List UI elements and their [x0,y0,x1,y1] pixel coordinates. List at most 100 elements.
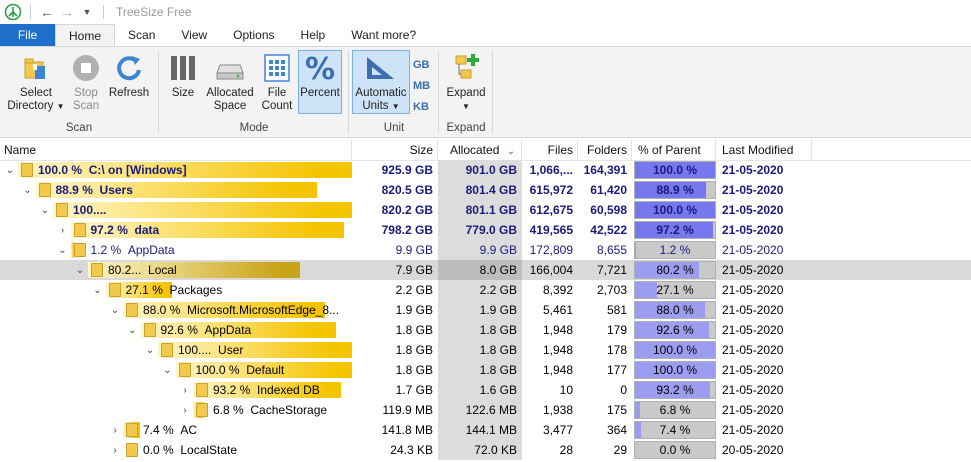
row-last-modified: 21-05-2020 [722,303,784,317]
automatic-units-label-2: Units ▼ [362,100,399,113]
column-header-folders[interactable]: Folders [578,139,632,161]
chevron-down-icon[interactable]: ⌄ [163,364,172,376]
tree-row[interactable]: ⌄ 92.6 % AppData 1.8 GB 1.8 GB 1,948 179 92.6 … [0,320,971,340]
row-size: 141.8 MB [381,423,433,437]
tree-row[interactable]: › 93.2 % Indexed DB 1.7 GB 1.6 GB 10 0 93.2 % 2… [0,380,971,400]
ribbon: Select Directory ▼ Stop Scan Refresh Sca… [0,46,971,138]
column-header-size[interactable]: Size [352,139,438,161]
chevron-right-icon[interactable]: › [183,384,187,396]
row-percent: 100.... [73,203,107,217]
chevron-down-icon[interactable]: ⌄ [23,184,32,196]
back-arrow-icon[interactable]: ← [40,4,54,20]
size-bar [193,382,342,398]
stop-scan-button[interactable]: Stop Scan [66,51,106,113]
row-folder-name: C:\ on [Windows] [88,163,187,177]
tree-row[interactable]: ⌄ 1.2 % AppData 9.9 GB 9.9 GB 172,809 8,655 1.… [0,240,971,260]
chevron-down-icon[interactable]: ⌄ [145,344,155,356]
tree-row[interactable]: ⌄ 100.... 820.2 GB 801.1 GB 612,675 60,598 10… [0,200,971,220]
quick-access-dropdown-icon[interactable]: ▼ [82,7,92,17]
row-percent: 80.2... [108,263,142,277]
tree-row[interactable]: ⌄ 27.1 % Packages 2.2 GB 2.2 GB 8,392 2,703 27… [0,280,971,300]
tree-row[interactable]: ⌄ 88.0 % Microsoft.MicrosoftEdge_8... 1.9 … [0,300,971,320]
chevron-down-icon[interactable]: ⌄ [5,164,15,176]
row-last-modified: 21-05-2020 [722,203,784,217]
percent-icon: % [303,51,337,85]
chevron-right-icon[interactable]: › [183,404,187,416]
window-title: TreeSize Free [116,5,192,19]
percent-mode-button[interactable]: % Percent [298,50,342,114]
size-bar [18,162,352,178]
allocated-space-button[interactable]: Allocated Space [202,51,258,113]
mode-group: Size Allocated Space File Count % Percen… [160,47,348,137]
column-header-percent-of-parent[interactable]: % of Parent ... [632,139,716,179]
tree-row[interactable]: › 0.0 % LocalState 24.3 KB 72.0 KB 28 29 0.0 %… [0,440,971,460]
refresh-label: Refresh [108,87,150,99]
tree-row[interactable]: ⌄ 80.2... Local 7.9 GB 8.0 GB 166,004 7,721 80… [0,260,971,280]
column-header-last-modified[interactable]: Last Modified [716,139,812,161]
tab-want-more[interactable]: Want more? [351,28,417,42]
chevron-right-icon[interactable]: › [113,444,117,456]
tab-scan[interactable]: Scan [128,28,156,42]
automatic-units-button[interactable]: Automatic Units ▼ [352,50,410,114]
expand-label-text: Expand [446,87,486,99]
chevron-right-icon[interactable]: › [60,224,65,236]
file-count-icon [260,51,294,85]
expand-button[interactable]: Expand ▼ [442,51,490,113]
row-files: 1,948 [542,343,573,357]
dropdown-caret-icon: ▼ [391,102,400,111]
percent-of-parent-bar: 97.2 % [634,221,716,239]
folder-icon [56,203,68,217]
tree-row[interactable]: ⌄ 100.... User 1.8 GB 1.8 GB 1,948 178 100.0 %… [0,340,971,360]
unit-kb-button[interactable]: KB [413,101,429,113]
unit-mb-button[interactable]: MB [413,80,431,92]
column-header-files[interactable]: Files [522,139,578,161]
refresh-button[interactable]: Refresh [106,51,152,100]
tab-home[interactable]: Home [55,24,116,46]
tab-options[interactable]: Options [233,28,275,42]
forward-arrow-icon[interactable]: → [60,4,74,20]
row-folders: 42,522 [590,223,627,237]
chevron-down-icon[interactable]: ⌄ [128,324,137,336]
percent-fill [635,262,700,278]
select-directory-label-1: Select [20,87,52,99]
row-folders: 581 [606,303,627,317]
row-allocated: 901.0 GB [438,160,522,180]
folder-icon [126,423,138,437]
triangle-ruler-icon [364,51,398,85]
chevron-down-icon[interactable]: ⌄ [110,304,120,316]
select-directory-button[interactable]: Select Directory ▼ [4,51,68,113]
tab-file[interactable]: File [0,24,55,46]
tab-view[interactable]: View [181,28,208,42]
tree-row[interactable]: › 6.8 % CacheStorage 119.9 MB 122.6 MB 1,938… [0,400,971,420]
size-bar [123,302,325,318]
allocated-space-label-2: Space [213,100,247,112]
unit-gb-button[interactable]: GB [413,59,430,71]
row-last-modified: 21-05-2020 [722,243,784,257]
column-header-allocated[interactable]: Allocated ⌄ [438,139,522,161]
chevron-down-icon[interactable]: ⌄ [93,284,102,296]
percent-of-parent-bar: 27.1 % [634,281,716,299]
row-name: 93.2 % Indexed DB [213,380,320,400]
folder-icon [196,403,208,417]
chevron-down-icon[interactable]: ⌄ [75,264,85,276]
size-mode-button[interactable]: Size [166,51,200,100]
folder-icon [196,383,208,397]
tab-help[interactable]: Help [300,28,326,42]
tree-row[interactable]: › 97.2 % data 798.2 GB 779.0 GB 419,565 42,52… [0,220,971,240]
chevron-right-icon[interactable]: › [113,424,117,436]
size-bar [105,282,173,298]
chevron-down-icon[interactable]: ⌄ [58,244,67,256]
folder-icon [161,343,173,357]
row-allocated: 72.0 KB [438,440,522,460]
file-count-button[interactable]: File Count [260,51,294,113]
row-folders: 8,655 [596,243,627,257]
row-size: 798.2 GB [381,223,433,237]
tree-row[interactable]: ⌄ 88.9 % Users 820.5 GB 801.4 GB 615,972 61,4… [0,180,971,200]
scan-group: Select Directory ▼ Stop Scan Refresh Sca… [0,47,158,137]
tree-row[interactable]: › 7.4 % AC 141.8 MB 144.1 MB 3,477 364 7.4 % 21… [0,420,971,440]
chevron-down-icon[interactable]: ⌄ [40,204,50,216]
title-bar: ← → ▼ TreeSize Free [0,0,971,24]
column-header-name[interactable]: Name [0,139,352,161]
tree-row[interactable]: ⌄ 100.0 % Default 1.8 GB 1.8 GB 1,948 177 100.… [0,360,971,380]
tree-row[interactable]: ⌄ 100.0 % C:\ on [Windows] 925.9 GB 901.0 G… [0,160,971,180]
